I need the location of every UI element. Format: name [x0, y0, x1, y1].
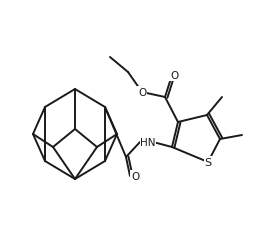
- Text: O: O: [138, 88, 146, 98]
- Text: O: O: [131, 171, 139, 181]
- Text: O: O: [170, 71, 178, 81]
- Text: HN: HN: [140, 137, 156, 147]
- Text: S: S: [205, 157, 212, 167]
